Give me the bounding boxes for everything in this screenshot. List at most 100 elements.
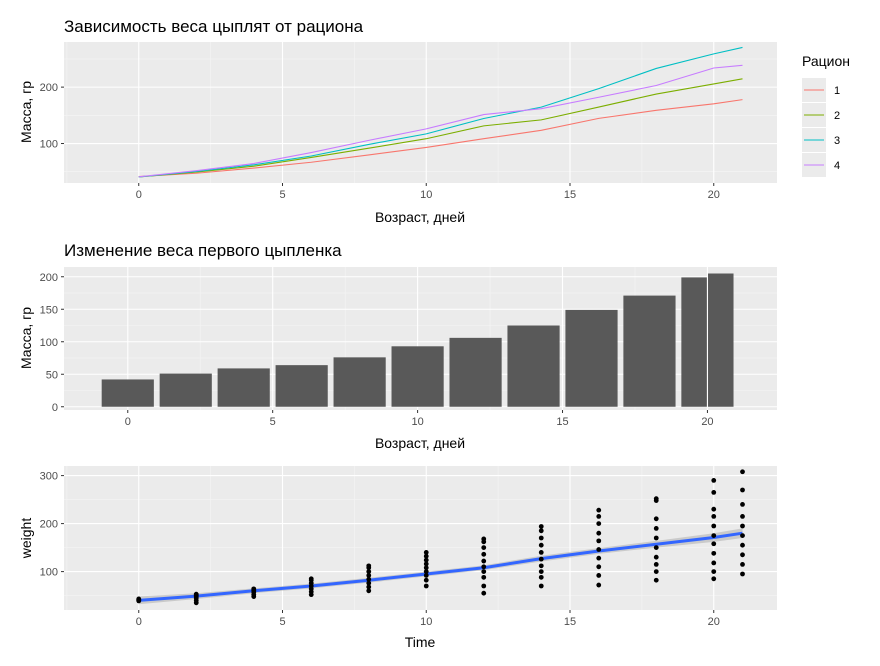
points-group [136,469,745,606]
legend-items: 1 2 3 4 [802,78,840,177]
data-point [740,562,745,567]
data-point [538,524,544,529]
data-point [740,523,745,529]
plot-background [64,42,777,183]
y-tick-label: 200 [40,272,58,284]
x-tick-label: 0 [125,416,131,428]
series-line-4 [138,64,743,178]
x-tick-label: 20 [708,189,720,201]
chart-title: Изменение веса первого цыпленка [64,241,342,260]
data-point [366,588,372,594]
data-point [538,550,544,555]
chart-panel-bar: Изменение веса первого цыпленка 0 5 10 15 20… [18,241,777,451]
data-point [740,469,745,475]
data-point [423,569,429,574]
data-point [596,573,602,578]
bar [507,325,560,407]
bar [708,273,734,407]
data-point [596,521,602,526]
data-point [740,487,745,493]
x-tick-label: 0 [136,616,142,628]
data-point [538,556,544,562]
x-tick-label: 5 [279,616,285,628]
x-tick-label: 15 [564,189,576,201]
data-point [538,574,544,580]
data-point [481,545,487,550]
data-point [711,478,717,483]
data-point [740,571,745,577]
data-point [481,583,487,589]
y-axis-label: weight [18,518,34,560]
y-tick-label: 300 [40,471,58,483]
x-ticks: 0 5 10 15 20 [136,610,720,628]
bar [159,373,212,407]
data-point [366,576,372,582]
data-point [740,552,745,558]
series-line-2 [138,78,743,178]
data-point [711,514,717,519]
data-point [423,583,429,589]
y-tick-label: 0 [52,402,58,414]
data-point [653,554,659,560]
bar [217,368,270,407]
data-point [366,573,372,578]
x-tick-label: 10 [420,616,432,628]
bar [623,295,676,407]
data-point [538,535,544,541]
x-tick-label: 0 [136,189,142,201]
data-point [423,557,429,563]
data-point [711,569,717,574]
data-point [711,550,717,556]
legend-label: 4 [834,160,840,172]
data-point [481,536,487,542]
series-group [138,46,743,178]
data-point [538,569,544,574]
data-point [711,560,717,566]
x-tick-label: 20 [708,616,720,628]
data-point [538,563,544,569]
data-point [653,562,659,567]
bar [333,357,386,407]
data-point [481,574,487,580]
x-axis-label: Возраст, дней [375,209,465,225]
legend-label: 2 [834,110,840,122]
x-tick-label: 10 [420,189,432,201]
data-point [711,541,717,547]
y-tick-label: 200 [40,519,58,531]
legend-title: Рацион [802,53,850,69]
data-point [653,577,659,583]
y-axis-label: Масса, гр [18,81,34,143]
data-point [653,569,659,574]
y-tick-label: 100 [40,337,58,349]
data-point [366,569,372,574]
data-point [711,506,717,512]
data-point [538,542,544,548]
data-point [740,502,745,507]
data-point [653,526,659,531]
data-point [366,563,372,569]
data-point [481,590,487,596]
data-point [423,577,429,583]
data-point [308,576,314,582]
chart-panel-scatter: 0 5 10 15 20 100 200 300 Time weight [18,466,777,650]
data-point [481,551,487,557]
data-point [481,558,487,564]
data-point [740,514,745,519]
series-line-3 [138,46,743,178]
data-point [740,542,745,548]
data-point [596,538,602,544]
smooth-group [138,528,743,605]
data-point [193,591,199,597]
y-tick-label: 100 [40,139,58,151]
y-axis-label: Масса, гр [18,307,34,369]
x-ticks: 0 5 10 15 20 [136,183,720,201]
series-line-1 [138,99,743,178]
legend-label: 3 [834,135,840,147]
y-tick-label: 50 [46,369,58,381]
legend: Рацион 1 2 3 4 [802,53,850,177]
data-point [366,584,372,590]
smooth-line [138,531,743,602]
data-point [653,535,659,541]
data-point [481,569,487,574]
data-point [538,528,544,534]
